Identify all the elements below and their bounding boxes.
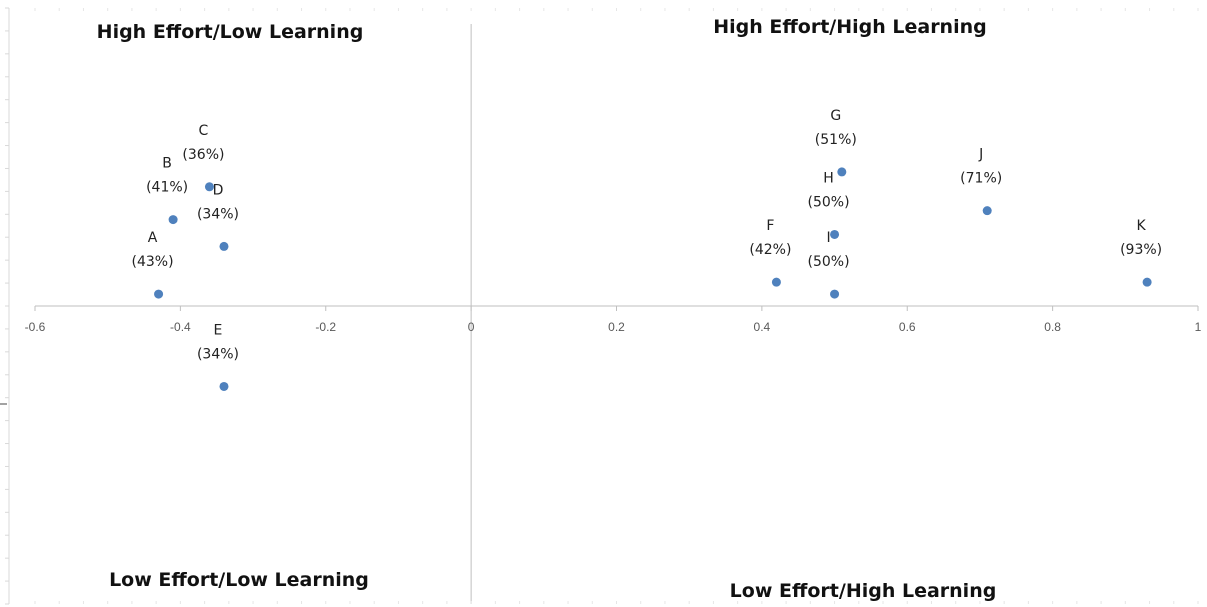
point-marker [204, 182, 214, 192]
data-point-e: E (34%) [197, 322, 239, 391]
point-name-label: B [162, 156, 172, 172]
point-name-label: I [826, 230, 830, 246]
point-name-label: F [766, 218, 774, 234]
point-name-label: C [199, 123, 209, 139]
data-point-a: A (43%) [132, 230, 174, 299]
x-tick-label: 0.8 [1044, 320, 1061, 334]
point-percent-label: (42%) [749, 242, 791, 258]
point-marker [1142, 277, 1152, 287]
point-percent-label: (51%) [815, 132, 857, 148]
data-point-f: F (42%) [749, 218, 791, 287]
point-name-label: K [1137, 218, 1147, 234]
data-point-c: C (36%) [182, 123, 224, 192]
point-name-label: A [148, 230, 158, 246]
point-percent-label: (43%) [132, 254, 174, 270]
data-point-i: I (50%) [808, 230, 850, 299]
quadrant-label-bottom-right: Low Effort/High Learning [730, 580, 997, 602]
point-percent-label: (41%) [146, 180, 188, 196]
point-marker [219, 241, 229, 251]
quadrant-label-bottom-left: Low Effort/Low Learning [109, 569, 369, 591]
scatter-points: A (43%) B (41%) C (36%) D (34%) E (34%) F (42%) G (51… [132, 108, 1162, 391]
quadrant-label-top-left: High Effort/Low Learning [97, 21, 364, 43]
point-name-label: E [214, 322, 223, 338]
x-tick-label: 1 [1195, 320, 1202, 334]
point-percent-label: (93%) [1120, 242, 1162, 258]
point-name-label: D [213, 182, 224, 198]
axes [0, 7, 1199, 605]
x-tick-label: 0.6 [899, 320, 916, 334]
data-point-b: B (41%) [146, 156, 188, 225]
x-tick-label: 0.2 [608, 320, 625, 334]
point-name-label: H [823, 170, 834, 186]
point-percent-label: (34%) [197, 206, 239, 222]
data-point-g: G (51%) [815, 108, 857, 177]
point-percent-label: (50%) [808, 254, 850, 270]
point-percent-label: (34%) [197, 346, 239, 362]
data-point-d: D (34%) [197, 182, 239, 251]
point-marker [154, 289, 164, 299]
quadrant-label-top-right: High Effort/High Learning [713, 16, 986, 38]
point-name-label: J [978, 147, 983, 163]
x-tick-label: -0.4 [170, 320, 191, 334]
point-marker [219, 381, 229, 391]
data-point-k: K (93%) [1120, 218, 1162, 287]
x-tick-labels: -0.6 -0.4 -0.2 0 0.2 0.4 0.6 0.8 1 [25, 320, 1202, 334]
point-marker [830, 289, 840, 299]
point-marker [837, 167, 847, 177]
point-percent-label: (71%) [960, 171, 1002, 187]
point-marker [168, 215, 178, 225]
point-name-label: G [830, 108, 841, 124]
x-tick-label: -0.6 [25, 320, 46, 334]
point-marker [771, 277, 781, 287]
point-percent-label: (36%) [182, 147, 224, 163]
x-tick-label: -0.2 [315, 320, 336, 334]
x-tick-label: 0.4 [754, 320, 771, 334]
point-marker [982, 206, 992, 216]
data-point-j: J (71%) [960, 147, 1002, 216]
x-tick-label: 0 [468, 320, 475, 334]
data-point-h: H (50%) [808, 170, 850, 239]
point-marker [830, 229, 840, 239]
point-percent-label: (50%) [808, 194, 850, 210]
